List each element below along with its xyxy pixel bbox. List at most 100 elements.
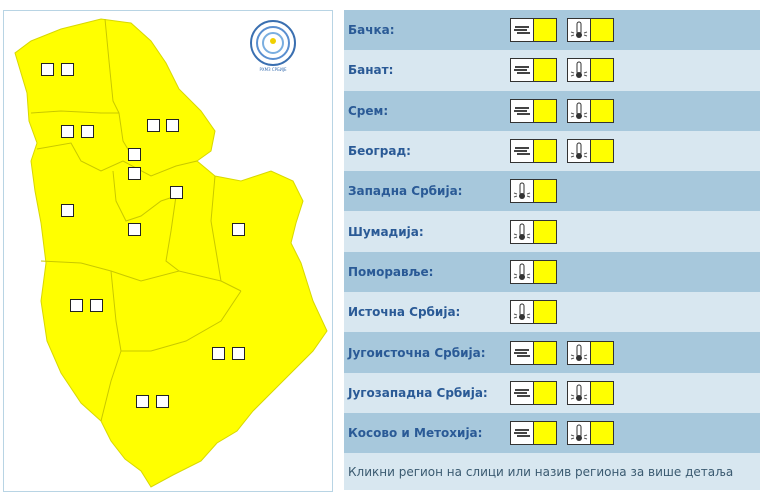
- fog-icon: [511, 341, 534, 364]
- region-name-link[interactable]: Источна Србија:: [348, 305, 461, 320]
- high-temperature-icon[interactable]: [61, 63, 74, 76]
- fog-icon: [511, 99, 534, 122]
- region-name-link[interactable]: Косово и Метохија:: [348, 426, 483, 441]
- warning-level-yellow: [534, 422, 556, 445]
- region-name-link[interactable]: Поморавље:: [348, 264, 434, 279]
- fog-icon[interactable]: [147, 119, 160, 132]
- warning-badge[interactable]: [510, 259, 557, 284]
- warnings: [510, 18, 614, 43]
- fog-icon[interactable]: [128, 148, 141, 161]
- region-warning-list: Бачка: Банат: Срем: Београд: Западна Србија:…: [344, 10, 760, 491]
- region-name-link[interactable]: Западна Србија:: [348, 184, 463, 199]
- logo: РХМЗ СРБИЈЕ: [250, 20, 296, 72]
- warning-level-yellow: [534, 260, 556, 283]
- high-temperature-icon[interactable]: [156, 395, 169, 408]
- warning-badge[interactable]: [510, 300, 557, 325]
- region-row[interactable]: Шумадија:: [344, 211, 760, 252]
- warning-badge[interactable]: [510, 340, 557, 365]
- warning-badge[interactable]: [567, 98, 614, 123]
- warning-badge[interactable]: [510, 380, 557, 405]
- warning-badge[interactable]: [510, 58, 557, 83]
- warning-level-yellow: [534, 19, 556, 42]
- warning-level-yellow: [534, 301, 556, 324]
- warnings: [510, 179, 557, 204]
- warning-badge[interactable]: [510, 421, 557, 446]
- high-temperature-icon: [568, 140, 591, 163]
- warnings: [510, 98, 614, 123]
- region-row[interactable]: Југозападна Србија:: [344, 372, 760, 413]
- footer-hint: Кликни регион на слици или назив региона…: [344, 453, 760, 491]
- warning-level-yellow: [591, 140, 613, 163]
- region-name-link[interactable]: Банат:: [348, 63, 394, 78]
- region-row[interactable]: Југоисточна Србија:: [344, 332, 760, 373]
- warning-badge[interactable]: [567, 18, 614, 43]
- high-temperature-icon: [568, 381, 591, 404]
- warning-badge[interactable]: [510, 219, 557, 244]
- region-row[interactable]: Бачка:: [344, 10, 760, 51]
- warning-badge[interactable]: [567, 380, 614, 405]
- fog-icon: [511, 19, 534, 42]
- fog-icon[interactable]: [41, 63, 54, 76]
- warning-level-yellow: [534, 220, 556, 243]
- fog-icon[interactable]: [70, 299, 83, 312]
- fog-icon[interactable]: [61, 125, 74, 138]
- high-temperature-icon: [568, 341, 591, 364]
- warnings: [510, 139, 614, 164]
- warnings: [510, 219, 557, 244]
- warning-level-yellow: [591, 381, 613, 404]
- high-temperature-icon[interactable]: [128, 223, 141, 236]
- logo-text: РХМЗ СРБИЈЕ: [259, 67, 287, 72]
- region-row[interactable]: Западна Србија:: [344, 171, 760, 212]
- serbia-regions[interactable]: [14, 18, 328, 488]
- warning-badge[interactable]: [567, 58, 614, 83]
- fog-icon: [511, 140, 534, 163]
- serbia-warning-map[interactable]: РХМЗ СРБИЈЕ: [3, 10, 333, 492]
- high-temperature-icon[interactable]: [232, 347, 245, 360]
- region-name-link[interactable]: Шумадија:: [348, 224, 424, 239]
- warning-badge[interactable]: [567, 340, 614, 365]
- high-temperature-icon[interactable]: [128, 167, 141, 180]
- warning-badge[interactable]: [510, 179, 557, 204]
- high-temperature-icon[interactable]: [166, 119, 179, 132]
- warning-level-yellow: [591, 341, 613, 364]
- region-row[interactable]: Косово и Метохија:: [344, 412, 760, 454]
- warning-level-yellow: [534, 341, 556, 364]
- region-name-link[interactable]: Југоисточна Србија:: [348, 345, 486, 360]
- region-name-link[interactable]: Бачка:: [348, 23, 395, 38]
- region-row[interactable]: Банат:: [344, 50, 760, 91]
- region-name-link[interactable]: Срем:: [348, 103, 389, 118]
- warning-level-yellow: [534, 180, 556, 203]
- high-temperature-icon: [568, 59, 591, 82]
- region-row[interactable]: Београд:: [344, 130, 760, 172]
- fog-icon: [511, 422, 534, 445]
- high-temperature-icon[interactable]: [232, 223, 245, 236]
- warning-level-yellow: [591, 19, 613, 42]
- high-temperature-icon[interactable]: [61, 204, 74, 217]
- high-temperature-icon: [511, 180, 534, 203]
- high-temperature-icon[interactable]: [170, 186, 183, 199]
- warning-badge[interactable]: [510, 18, 557, 43]
- warning-badge[interactable]: [567, 421, 614, 446]
- fog-icon[interactable]: [212, 347, 225, 360]
- high-temperature-icon: [511, 260, 534, 283]
- high-temperature-icon[interactable]: [81, 125, 94, 138]
- region-name-link[interactable]: Београд:: [348, 144, 411, 159]
- fog-icon[interactable]: [136, 395, 149, 408]
- high-temperature-icon: [511, 220, 534, 243]
- region-name-link[interactable]: Југозападна Србија:: [348, 385, 488, 400]
- high-temperature-icon: [511, 301, 534, 324]
- warning-level-yellow: [591, 99, 613, 122]
- warnings: [510, 421, 614, 446]
- warning-level-yellow: [534, 140, 556, 163]
- warnings: [510, 58, 614, 83]
- high-temperature-icon[interactable]: [90, 299, 103, 312]
- region-row[interactable]: Срем:: [344, 90, 760, 131]
- warnings: [510, 300, 557, 325]
- high-temperature-icon: [568, 19, 591, 42]
- warning-level-yellow: [534, 59, 556, 82]
- warning-badge[interactable]: [510, 139, 557, 164]
- region-row[interactable]: Источна Србија:: [344, 292, 760, 333]
- region-row[interactable]: Поморавље:: [344, 251, 760, 293]
- warning-badge[interactable]: [510, 98, 557, 123]
- warning-badge[interactable]: [567, 139, 614, 164]
